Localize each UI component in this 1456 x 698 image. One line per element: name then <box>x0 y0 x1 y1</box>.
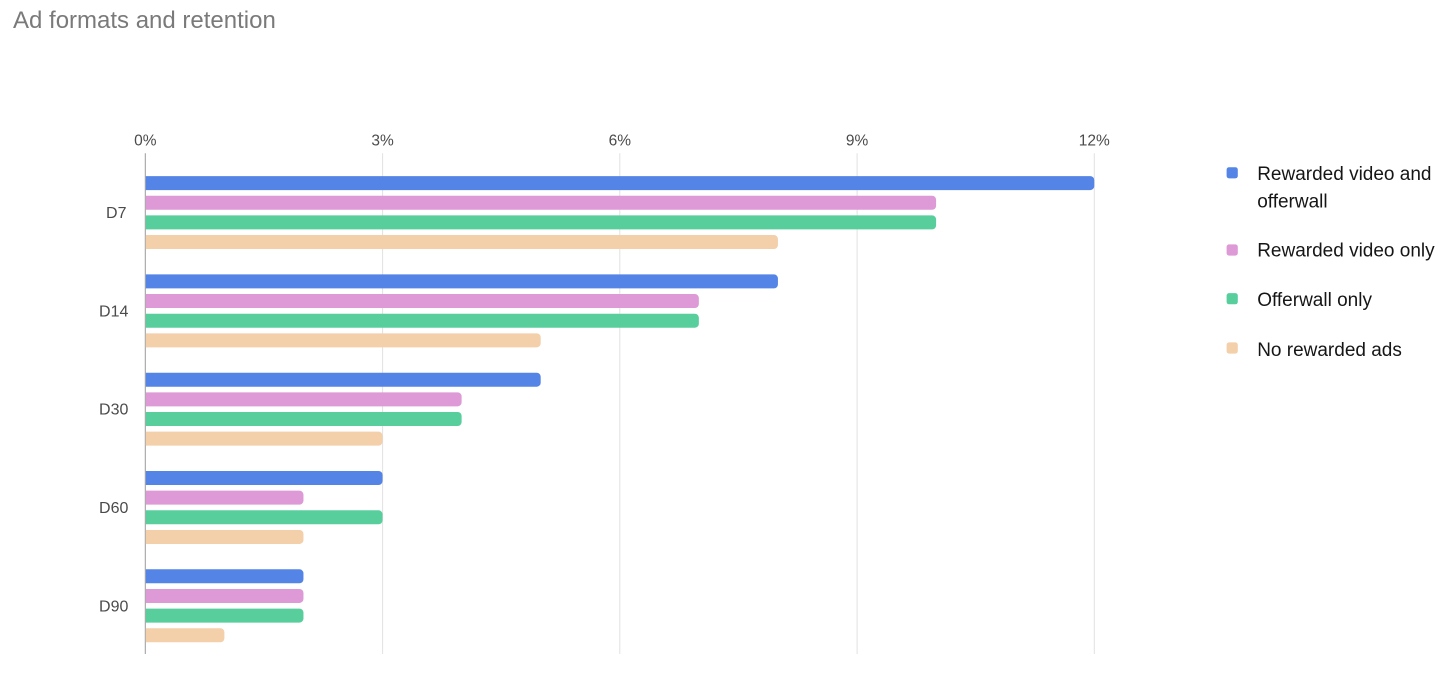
svg-text:offerwall: offerwall <box>1257 191 1327 212</box>
svg-text:6%: 6% <box>609 133 632 150</box>
svg-text:Ad formats and retention: Ad formats and retention <box>13 7 276 34</box>
svg-text:D7: D7 <box>106 205 127 222</box>
svg-text:Offerwall only: Offerwall only <box>1257 290 1372 311</box>
svg-text:D60: D60 <box>99 500 128 517</box>
svg-text:3%: 3% <box>371 133 394 150</box>
svg-text:12%: 12% <box>1079 133 1110 150</box>
svg-text:Rewarded video only: Rewarded video only <box>1257 241 1435 262</box>
svg-text:0%: 0% <box>134 133 157 150</box>
svg-text:D30: D30 <box>99 402 128 419</box>
svg-text:9%: 9% <box>846 133 869 150</box>
svg-text:No rewarded ads: No rewarded ads <box>1257 340 1402 361</box>
svg-text:Rewarded video and: Rewarded video and <box>1257 164 1431 185</box>
svg-text:D90: D90 <box>99 598 128 615</box>
svg-text:D14: D14 <box>99 303 128 320</box>
